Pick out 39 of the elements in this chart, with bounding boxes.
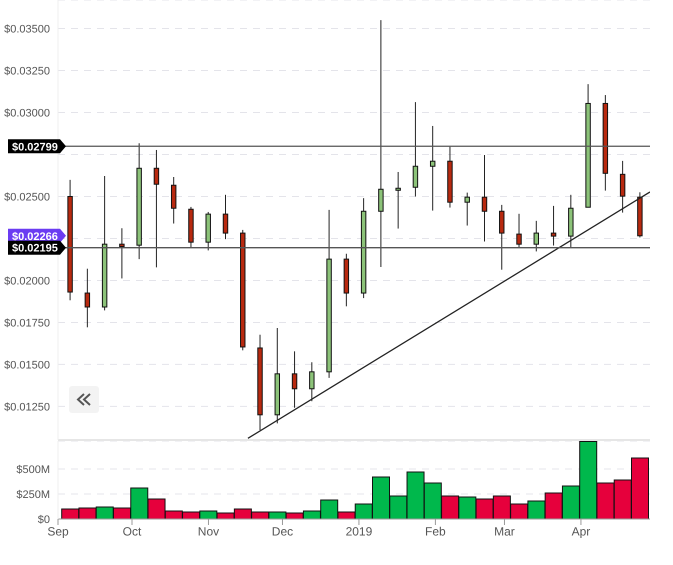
candlestick	[292, 350, 298, 408]
candlestick	[154, 149, 160, 268]
ref-line-label: $0.02195	[12, 242, 58, 255]
candlestick	[309, 362, 315, 402]
x-tick-label: 2019	[346, 524, 373, 539]
y-tick-label: $0	[38, 514, 50, 526]
y-tick-label: $250M	[16, 488, 50, 501]
candlestick	[412, 102, 418, 197]
y-tick-label: $0.01750	[4, 317, 50, 330]
candlestick	[499, 204, 504, 270]
ref-line-label: $0.02799	[12, 141, 58, 154]
candlestick	[170, 176, 176, 224]
y-tick-label: $0.03250	[4, 65, 50, 78]
y-tick-label: $0.03000	[4, 107, 50, 120]
x-tick-label: Mar	[494, 524, 515, 539]
x-tick-label: Apr	[572, 524, 590, 539]
x-tick-label: Nov	[198, 524, 220, 539]
candlestick	[119, 228, 125, 279]
x-tick-label: Oct	[122, 524, 142, 539]
candlestick	[464, 192, 470, 226]
x-tick-label: Dec	[272, 524, 294, 539]
y-tick-label: $0.02000	[4, 275, 50, 288]
candlestick	[84, 268, 90, 328]
candlestick	[550, 205, 556, 246]
y-tick-label: $0.03500	[4, 23, 50, 36]
x-tick-label: Sep	[47, 524, 69, 539]
x-tick-label: Feb	[425, 524, 446, 539]
y-tick-label: $0.02500	[4, 191, 50, 204]
candlestick	[222, 194, 228, 240]
candlestick	[430, 125, 436, 212]
y-tick-label: $0.01500	[4, 359, 50, 372]
y-tick-label: $0.01250	[4, 401, 50, 414]
candlestick	[516, 213, 522, 248]
y-tick-label: $500M	[16, 464, 50, 476]
text: $0.02266	[12, 230, 58, 243]
candlestick	[395, 171, 401, 230]
candlestick	[378, 20, 384, 268]
candlestick	[534, 220, 540, 252]
candlestick	[482, 154, 488, 242]
